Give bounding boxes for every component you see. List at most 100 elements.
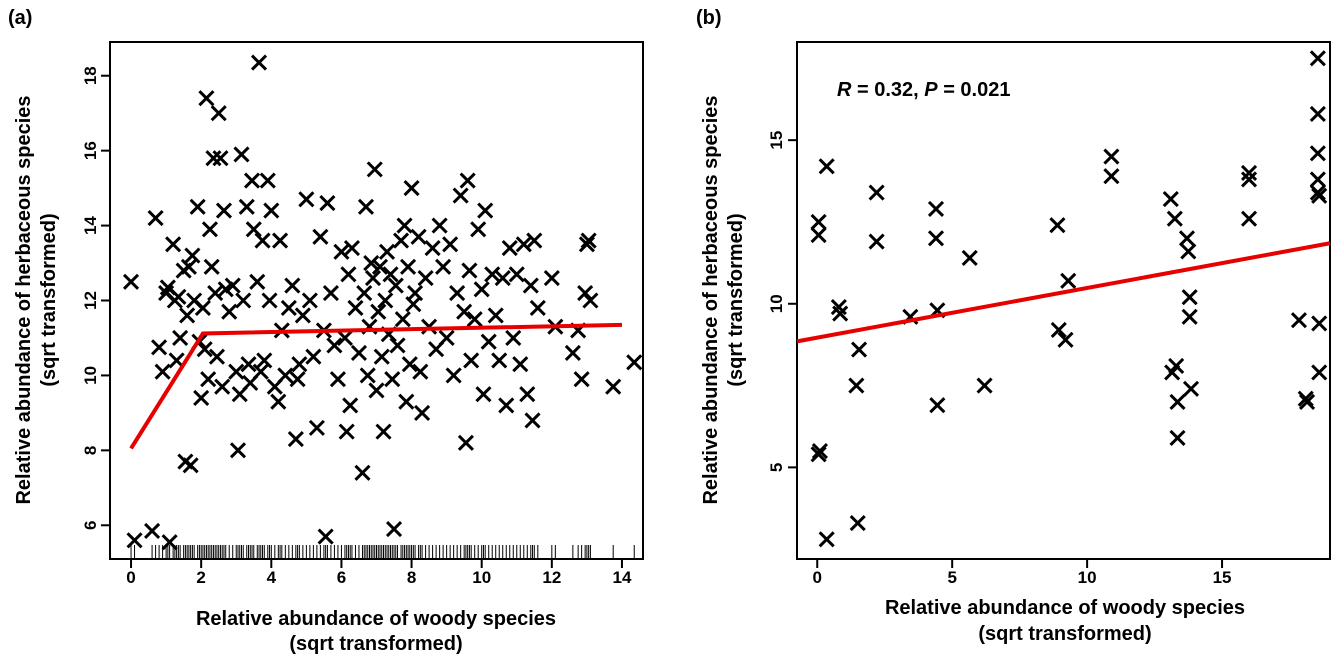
- data-point: [277, 367, 294, 384]
- data-point: [305, 348, 322, 365]
- data-point: [342, 397, 359, 414]
- data-point: [1180, 243, 1197, 260]
- data-point: [151, 339, 168, 356]
- data-point: [375, 423, 392, 440]
- data-point: [1168, 357, 1185, 375]
- data-point: [529, 299, 546, 317]
- data-point: [214, 378, 231, 395]
- data-point: [810, 213, 827, 231]
- data-point: [126, 532, 143, 549]
- data-point: [424, 239, 441, 257]
- data-point: [577, 284, 594, 302]
- data-point: [387, 277, 404, 294]
- data-point: [289, 371, 306, 388]
- data-point: [466, 311, 483, 328]
- x-tick-label: 6: [337, 568, 346, 587]
- data-point: [364, 269, 382, 287]
- data-point: [431, 217, 448, 234]
- data-point: [189, 198, 206, 215]
- data-point: [438, 329, 455, 347]
- data-point: [385, 520, 403, 538]
- data-point: [284, 277, 301, 294]
- panel-a-x-axis: 0 2 4 6 8 10 12 14: [126, 559, 632, 587]
- data-point: [1166, 210, 1183, 227]
- data-point: [319, 195, 336, 212]
- data-point: [329, 371, 346, 388]
- data-point: [378, 243, 396, 260]
- x-tick-label: 15: [1213, 568, 1232, 587]
- data-point: [399, 258, 417, 275]
- data-point: [401, 356, 418, 373]
- data-point: [243, 172, 261, 189]
- x-tick-label: 0: [126, 568, 135, 587]
- data-point: [233, 146, 250, 163]
- y-tick-label: 15: [767, 131, 786, 150]
- data-point: [1162, 191, 1179, 208]
- data-point: [1182, 380, 1200, 397]
- data-point: [198, 90, 215, 107]
- data-point: [818, 531, 835, 548]
- data-point: [221, 303, 238, 320]
- data-point: [403, 180, 420, 197]
- data-point: [235, 292, 252, 309]
- data-point: [122, 273, 140, 290]
- panel-b-x-axis: 0 5 10 15: [813, 559, 1232, 587]
- data-point: [389, 337, 406, 354]
- data-point: [180, 258, 197, 275]
- data-point: [287, 431, 304, 448]
- panel-b: (b) R = 0.32, P = 0.021 0 5 10 15 5 10 15 Rel…: [696, 7, 1331, 645]
- data-point: [363, 254, 380, 272]
- data-point: [1240, 210, 1258, 227]
- panel-b-plot-frame: [796, 41, 1331, 560]
- data-point: [238, 198, 255, 215]
- data-point: [1309, 145, 1326, 162]
- data-point: [384, 371, 401, 388]
- x-tick-label: 0: [813, 568, 822, 587]
- data-point: [414, 404, 431, 421]
- data-point: [1169, 429, 1186, 446]
- data-point: [161, 534, 178, 551]
- data-point: [1290, 312, 1308, 329]
- data-point: [470, 221, 487, 238]
- data-point: [280, 299, 297, 317]
- data-point: [147, 210, 164, 227]
- data-point: [851, 341, 868, 358]
- y-tick-label: 10: [767, 294, 786, 313]
- data-point: [394, 311, 411, 328]
- panel-b-x-axis-title-line1: Relative abundance of woody species: [885, 597, 1245, 619]
- data-point: [1298, 393, 1316, 410]
- data-point: [224, 277, 241, 294]
- data-point: [811, 442, 828, 460]
- data-point: [252, 363, 269, 380]
- data-point: [515, 236, 532, 253]
- data-point: [524, 412, 541, 429]
- data-point: [484, 266, 501, 283]
- data-point: [626, 354, 643, 371]
- data-point: [1178, 230, 1196, 247]
- data-point: [442, 236, 459, 253]
- data-point: [1311, 187, 1328, 204]
- data-point: [461, 262, 478, 279]
- data-point: [229, 442, 247, 459]
- data-point: [179, 307, 196, 324]
- data-point: [336, 329, 354, 347]
- y-tick-label: 12: [81, 291, 100, 310]
- data-point: [449, 284, 466, 302]
- data-point: [228, 363, 245, 380]
- x-tick-label: 10: [472, 568, 491, 587]
- panel-a-x-axis-title-line2: (sqrt transformed): [289, 633, 462, 655]
- panel-b-x-axis-title-line2: (sqrt transformed): [978, 623, 1151, 645]
- data-point: [1057, 331, 1074, 348]
- data-point: [194, 299, 211, 317]
- panel-b-fit-line: [796, 241, 1331, 344]
- data-point: [370, 303, 387, 320]
- panel-a-x-axis-title-line1: Relative abundance of woody species: [196, 608, 556, 630]
- data-point: [396, 217, 413, 234]
- data-point: [357, 198, 375, 215]
- data-point: [263, 202, 280, 219]
- data-point: [849, 514, 866, 532]
- data-point: [832, 305, 849, 322]
- data-point: [270, 393, 287, 410]
- data-point: [317, 528, 334, 545]
